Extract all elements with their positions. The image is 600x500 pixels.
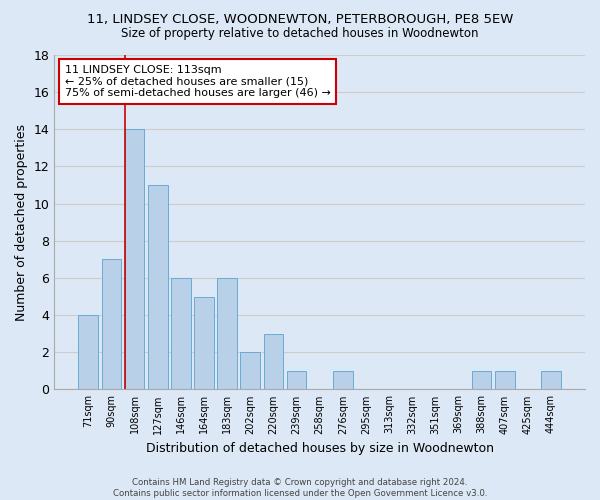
Bar bbox=[101, 260, 121, 390]
X-axis label: Distribution of detached houses by size in Woodnewton: Distribution of detached houses by size … bbox=[146, 442, 494, 455]
Bar bbox=[79, 315, 98, 390]
Text: Contains HM Land Registry data © Crown copyright and database right 2024.
Contai: Contains HM Land Registry data © Crown c… bbox=[113, 478, 487, 498]
Text: Size of property relative to detached houses in Woodnewton: Size of property relative to detached ho… bbox=[121, 28, 479, 40]
Bar bbox=[263, 334, 283, 390]
Bar bbox=[287, 371, 307, 390]
Bar bbox=[125, 130, 145, 390]
Text: 11 LINDSEY CLOSE: 113sqm
← 25% of detached houses are smaller (15)
75% of semi-d: 11 LINDSEY CLOSE: 113sqm ← 25% of detach… bbox=[65, 65, 331, 98]
Bar bbox=[194, 296, 214, 390]
Bar bbox=[541, 371, 561, 390]
Y-axis label: Number of detached properties: Number of detached properties bbox=[15, 124, 28, 320]
Bar bbox=[472, 371, 491, 390]
Bar bbox=[333, 371, 353, 390]
Text: 11, LINDSEY CLOSE, WOODNEWTON, PETERBOROUGH, PE8 5EW: 11, LINDSEY CLOSE, WOODNEWTON, PETERBORO… bbox=[87, 12, 513, 26]
Bar bbox=[241, 352, 260, 390]
Bar bbox=[148, 185, 167, 390]
Bar bbox=[495, 371, 515, 390]
Bar bbox=[217, 278, 237, 390]
Bar bbox=[171, 278, 191, 390]
